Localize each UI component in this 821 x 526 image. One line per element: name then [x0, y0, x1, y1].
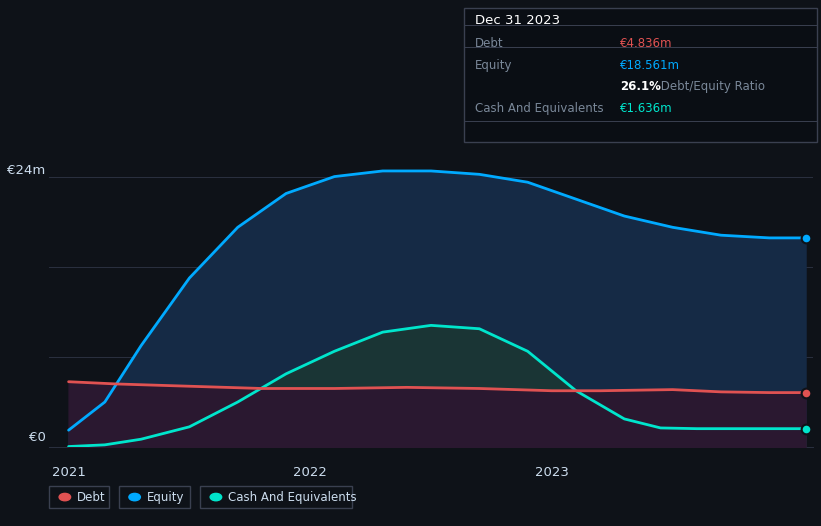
Text: 2023: 2023	[535, 466, 569, 479]
Text: Equity: Equity	[147, 491, 185, 503]
Text: €4.836m: €4.836m	[620, 37, 672, 50]
Text: Cash And Equivalents: Cash And Equivalents	[228, 491, 357, 503]
Text: Equity: Equity	[475, 59, 512, 73]
Text: 2021: 2021	[52, 466, 85, 479]
Text: Debt/Equity Ratio: Debt/Equity Ratio	[657, 80, 765, 94]
Text: Debt: Debt	[475, 37, 503, 50]
Text: €24m: €24m	[7, 164, 45, 177]
Text: €0: €0	[29, 431, 45, 444]
Text: 2022: 2022	[293, 466, 327, 479]
Text: €18.561m: €18.561m	[620, 59, 680, 73]
Text: 26.1%: 26.1%	[620, 80, 661, 94]
Text: Debt: Debt	[77, 491, 106, 503]
Text: €1.636m: €1.636m	[620, 102, 672, 115]
Text: Cash And Equivalents: Cash And Equivalents	[475, 102, 603, 115]
Text: Dec 31 2023: Dec 31 2023	[475, 14, 560, 27]
